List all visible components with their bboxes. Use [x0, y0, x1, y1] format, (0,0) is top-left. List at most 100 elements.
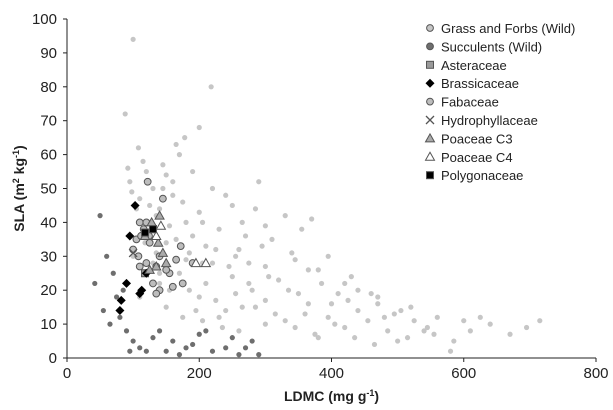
fabaceae-point [158, 194, 167, 203]
grass-and-forbs-wild-point [160, 162, 166, 168]
y-tick-label: 60 [40, 147, 57, 164]
succulents-wild-point [100, 307, 106, 314]
grass-and-forbs-wild-point [186, 287, 192, 293]
legend-item-grass-and-forbs-wild: Grass and Forbs (Wild) [426, 21, 575, 36]
fabaceae-point [149, 279, 157, 288]
grass-and-forbs-wild-point [130, 36, 136, 42]
grass-and-forbs-wild-point [355, 307, 361, 314]
grass-and-forbs-wild-point [242, 233, 249, 239]
grass-and-forbs-wild-point [135, 145, 142, 151]
x-tick-label: 600 [451, 365, 476, 382]
x-tick-label: 0 [63, 365, 71, 382]
grass-and-forbs-wild-point [170, 192, 176, 198]
grass-and-forbs-wild-point [236, 246, 242, 253]
grass-and-forbs-wild-point [408, 304, 414, 310]
y-axis-ticks: 0 10 20 30 40 50 60 70 80 90 100 [32, 11, 67, 367]
fabaceae-point [145, 238, 154, 247]
grass-and-forbs-wild-point [269, 236, 275, 242]
grass-and-forbs-wild-point [335, 290, 341, 297]
y-tick-label: 0 [49, 350, 57, 367]
grass-and-forbs-wild-point [477, 314, 483, 320]
grass-and-forbs-wild-point [262, 321, 268, 327]
grass-and-forbs-wild-point [140, 158, 146, 164]
grass-and-forbs-wild-point [325, 253, 331, 259]
grass-and-forbs-wild-point [173, 236, 179, 242]
poaceae-c3-point [154, 210, 165, 220]
fabaceae-point [162, 265, 171, 274]
grass-and-forbs-wild-point [213, 297, 219, 303]
grass-and-forbs-wild-point [537, 318, 543, 324]
grass-and-forbs-wild-point [150, 185, 156, 192]
grass-and-forbs-wild-point [183, 257, 189, 263]
grass-and-forbs-wild-point [252, 206, 259, 212]
grass-and-forbs-wild-point [163, 240, 169, 246]
grass-and-forbs-wild-point [209, 185, 216, 192]
fabaceae-point [135, 262, 144, 271]
succulents-wild-point [130, 338, 136, 344]
fabaceae-point [134, 252, 143, 261]
grass-and-forbs-wild-point [129, 189, 135, 195]
grass-and-forbs-wild-point [282, 213, 288, 219]
grass-and-forbs-wild-point [375, 301, 381, 307]
fabaceae-point [176, 242, 185, 251]
grass-and-forbs-wild-point [246, 260, 252, 266]
grass-and-forbs-wild-point [246, 280, 252, 287]
grass-and-forbs-wild-point [190, 233, 196, 239]
x-axis-ticks: 0 200 400 600 800 [63, 358, 609, 382]
grass-and-forbs-wild-point [309, 216, 315, 222]
succulents-wild-point [137, 345, 143, 351]
grass-and-forbs-wild-point [196, 124, 202, 131]
grass-and-forbs-wild-point [176, 152, 183, 158]
grass-and-forbs-wild-point [125, 165, 131, 171]
series-hydrophyllaceae [128, 248, 138, 258]
succulents-wild-point [176, 352, 183, 358]
succulents-wild-point [242, 345, 249, 351]
grass-and-forbs-wild-point [315, 335, 321, 341]
legend-item-poaceae-c3: Poaceae C3 [424, 131, 513, 146]
succulents-wild-point [236, 352, 242, 358]
grass-and-forbs-wild-point [365, 318, 371, 324]
grass-and-forbs-wild-point [166, 223, 173, 229]
legend-marker [425, 115, 435, 125]
succulents-wild-point [113, 294, 120, 300]
grass-and-forbs-wild-point [233, 253, 239, 259]
grass-and-forbs-wild-point [216, 226, 222, 232]
grass-and-forbs-wild-point [371, 341, 378, 348]
grass-and-forbs-wild-point [292, 324, 298, 331]
polygonaceae-point [148, 225, 157, 234]
grass-and-forbs-wild-point [199, 219, 206, 225]
grass-and-forbs-wild-point [226, 263, 232, 270]
grass-and-forbs-wild-point [348, 274, 354, 280]
succulents-wild-point [249, 338, 255, 344]
succulents-wild-point [183, 345, 189, 351]
legend-label: Grass and Forbs (Wild) [441, 21, 575, 36]
grass-and-forbs-wild-point [299, 226, 305, 232]
legend-item-poaceae-c4: Poaceae C4 [424, 150, 513, 165]
grass-and-forbs-wild-point [203, 280, 209, 287]
fabaceae-point [143, 177, 152, 186]
grass-and-forbs-wild-point [156, 270, 163, 276]
grass-and-forbs-wild-point [325, 314, 331, 320]
grass-and-forbs-wild-point [163, 304, 169, 310]
grass-and-forbs-wild-point [467, 328, 473, 334]
grass-and-forbs-wild-point [487, 321, 493, 327]
legend-marker [426, 42, 434, 51]
grass-and-forbs-wild-point [266, 274, 272, 280]
grass-and-forbs-wild-point [183, 219, 189, 225]
grass-and-forbs-wild-point [233, 290, 239, 297]
grass-and-forbs-wild-point [342, 280, 348, 287]
y-tick-label: 40 [40, 214, 57, 231]
grass-and-forbs-wild-point [272, 311, 278, 317]
succulents-wild-point [117, 314, 123, 320]
x-tick-label: 800 [583, 365, 608, 382]
grass-and-forbs-wild-point [199, 318, 206, 324]
fabaceae-point [129, 245, 138, 254]
y-tick-label: 50 [40, 181, 57, 198]
y-tick-label: 30 [40, 248, 57, 265]
grass-and-forbs-wild-point [395, 338, 401, 344]
grass-and-forbs-wild-point [219, 324, 225, 331]
poaceae-c3-point [157, 247, 169, 257]
legend-item-asteraceae: Asteraceae [426, 58, 507, 73]
grass-and-forbs-wild-point [368, 290, 374, 297]
grass-and-forbs-wild-point [276, 277, 282, 283]
